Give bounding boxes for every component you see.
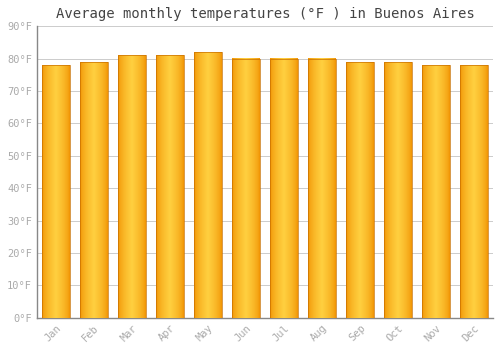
Bar (80, 62, 108, 318)
Bar (460, 65, 487, 318)
Bar (232, 59, 260, 318)
Bar (42, 65, 70, 318)
Bar (308, 59, 336, 318)
Bar (156, 55, 184, 318)
Bar (118, 55, 146, 318)
Bar (270, 59, 297, 318)
Bar (384, 62, 411, 318)
Bar (194, 52, 222, 318)
Bar (346, 62, 374, 318)
Title: Average monthly temperatures (°F ) in Buenos Aires: Average monthly temperatures (°F ) in Bu… (56, 7, 474, 21)
Bar (422, 65, 450, 318)
